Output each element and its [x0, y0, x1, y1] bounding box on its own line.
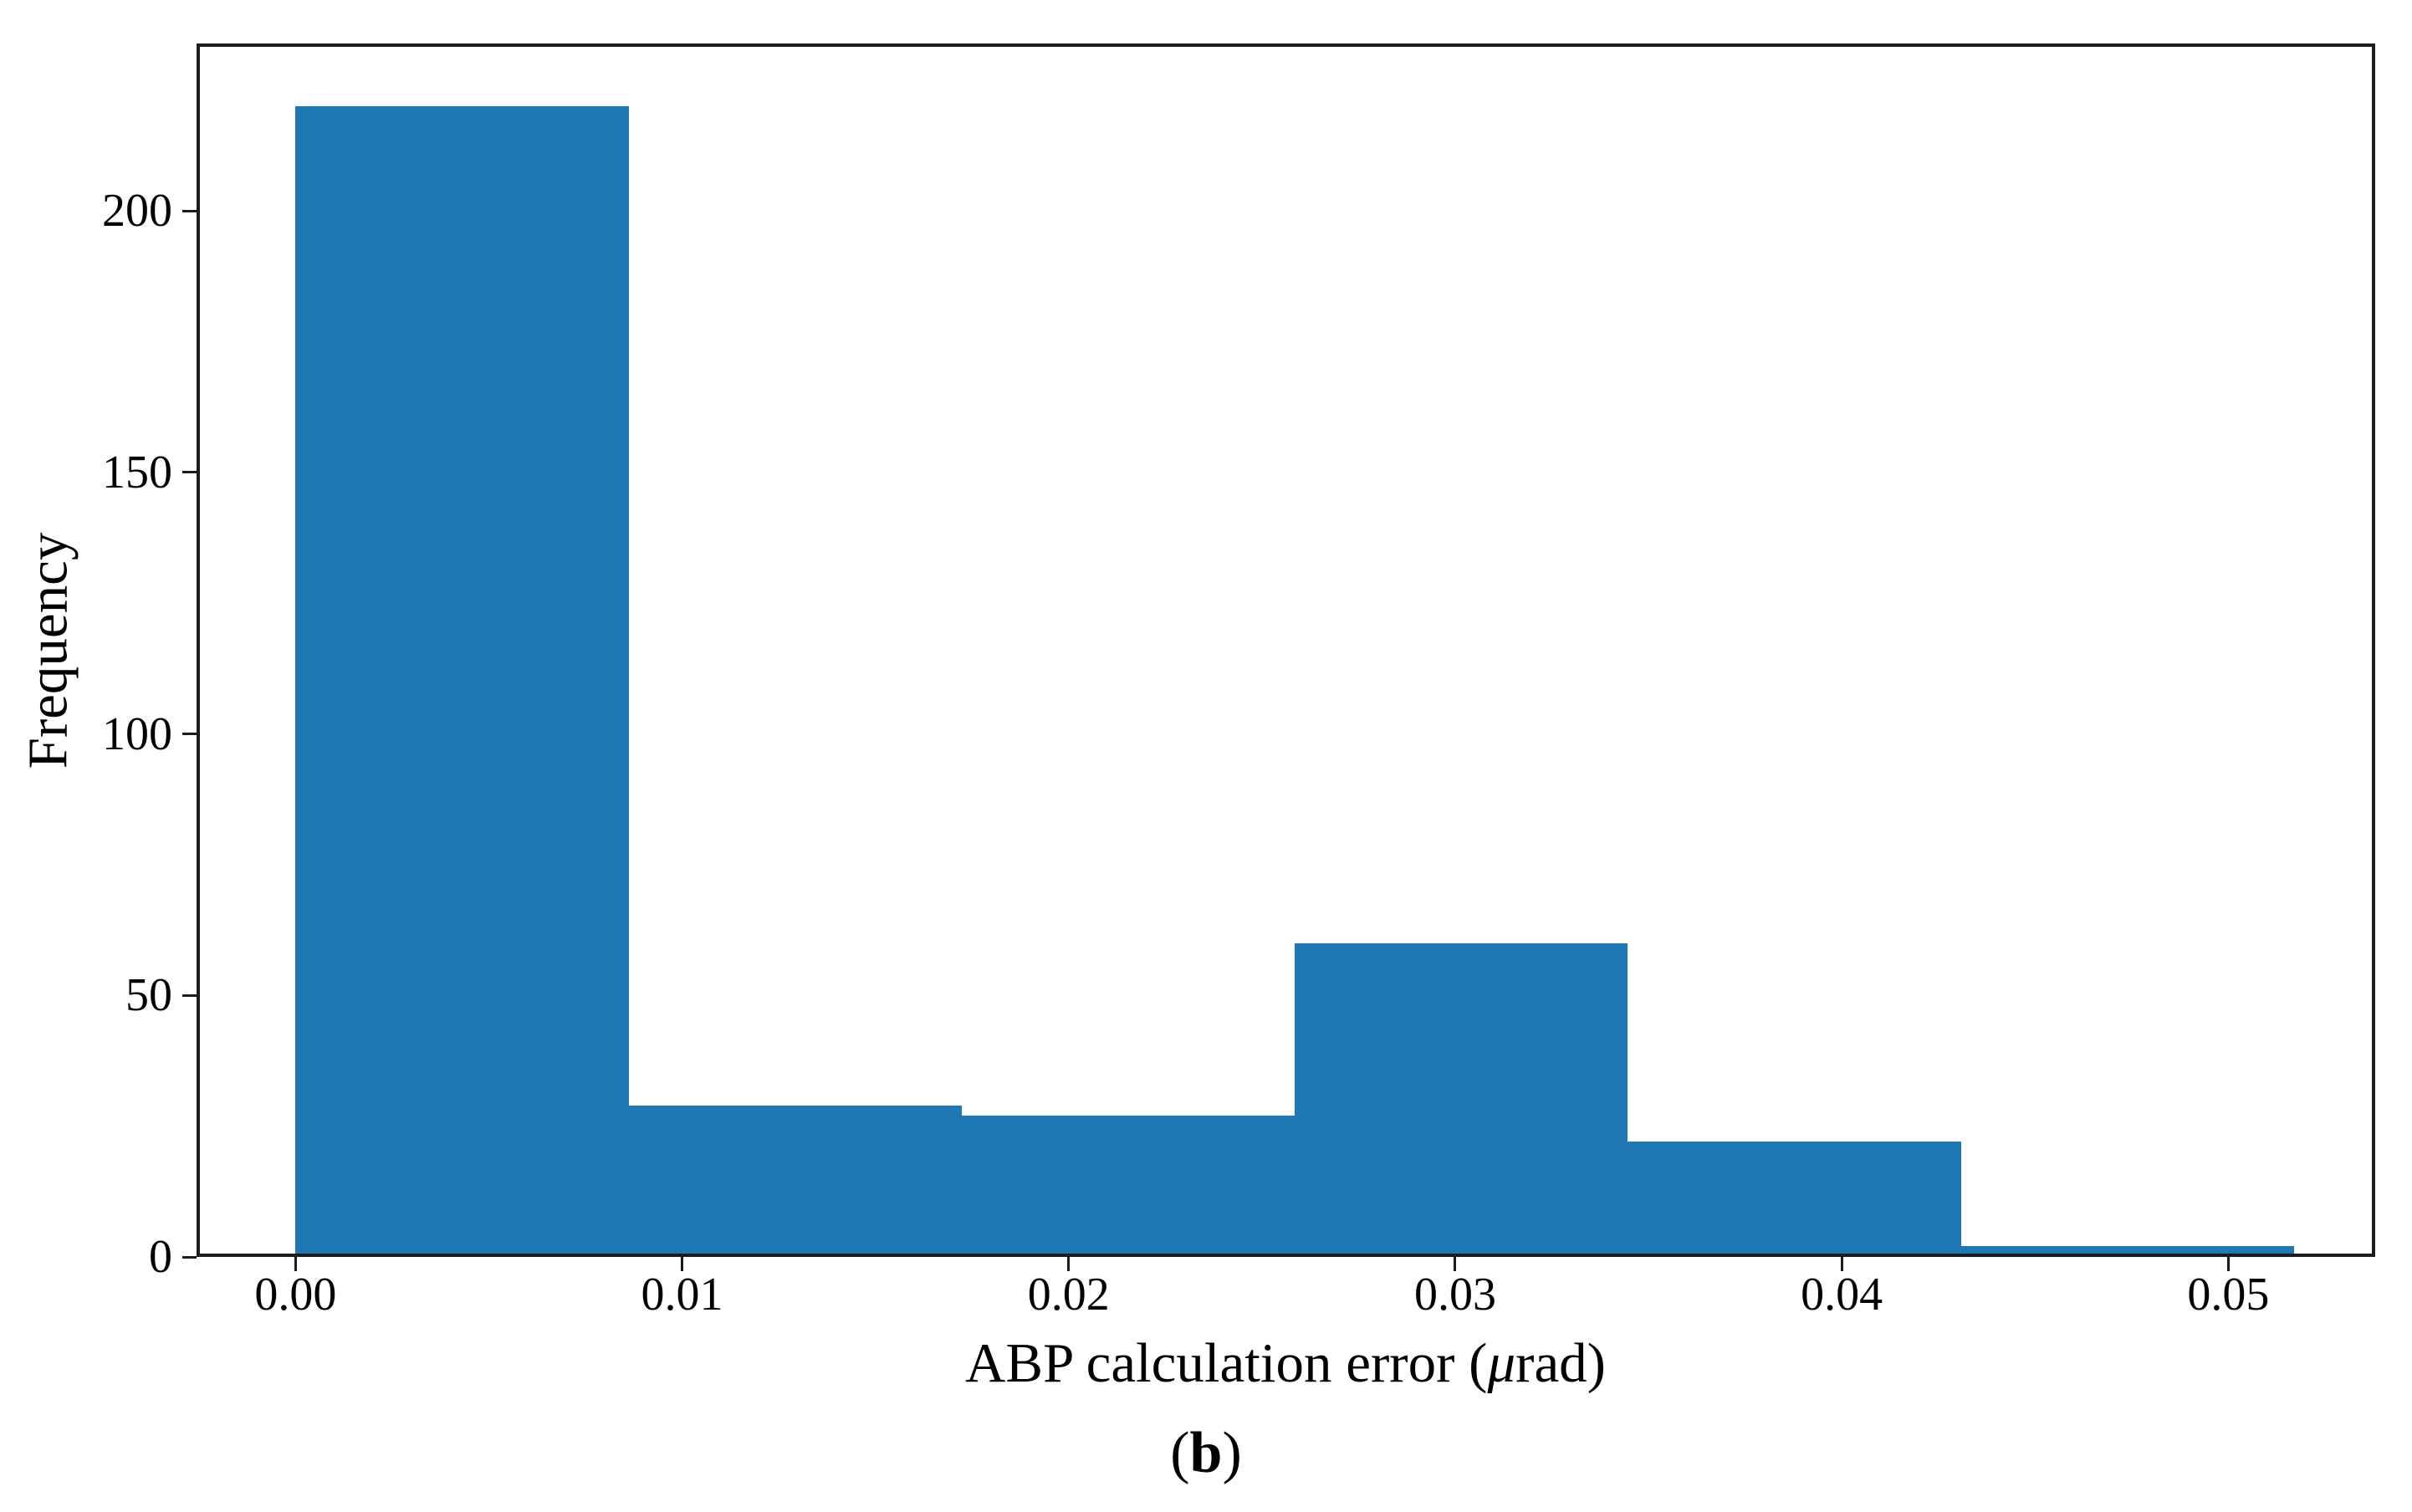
x-axis-tick — [2226, 1257, 2230, 1271]
caption-letter: b — [1189, 1421, 1223, 1485]
x-axis-tick-label: 0.03 — [1413, 1269, 1496, 1320]
x-axis-label: ABP calculation error (μrad) — [965, 1331, 1606, 1396]
x-axis-label-text: ABP calculation error ( — [964, 1332, 1488, 1394]
histogram-bar — [628, 1105, 962, 1257]
plot-area — [197, 43, 2375, 1257]
y-axis-tick — [182, 994, 197, 997]
y-axis-tick-label: 200 — [102, 185, 172, 238]
histogram-bar — [295, 106, 629, 1257]
x-axis-label-unit: rad) — [1515, 1332, 1607, 1394]
y-axis-tick — [182, 209, 197, 212]
y-axis-tick-label: 100 — [102, 707, 172, 760]
histogram-bar — [1628, 1142, 1961, 1257]
figure-caption: (b) — [1170, 1420, 1242, 1487]
x-axis-tick-label: 0.00 — [254, 1269, 337, 1320]
x-axis-tick — [1454, 1257, 1457, 1271]
x-axis-tick — [1067, 1257, 1071, 1271]
x-axis-tick — [294, 1257, 297, 1271]
y-axis-tick — [182, 471, 197, 474]
y-axis-tick-label: 50 — [125, 969, 172, 1022]
y-axis-tick — [182, 1255, 197, 1259]
y-axis-tick — [182, 733, 197, 736]
histogram-bar — [1295, 942, 1628, 1257]
x-axis-tick — [681, 1257, 684, 1271]
histogram-bar — [961, 1116, 1295, 1257]
y-axis-tick-label: 150 — [102, 446, 172, 498]
x-axis-tick-label: 0.01 — [641, 1269, 723, 1320]
x-axis-tick — [1840, 1257, 1843, 1271]
x-axis-tick-label: 0.05 — [2187, 1269, 2270, 1320]
caption-close-paren: ) — [1222, 1421, 1242, 1485]
x-axis-tick-label: 0.02 — [1027, 1269, 1110, 1320]
y-axis-tick-label: 0 — [149, 1231, 172, 1283]
mu-symbol: μ — [1487, 1332, 1516, 1394]
caption-open-paren: ( — [1170, 1421, 1190, 1485]
y-axis-label: Frequency — [17, 532, 79, 769]
x-axis-tick-label: 0.04 — [1801, 1269, 1883, 1320]
